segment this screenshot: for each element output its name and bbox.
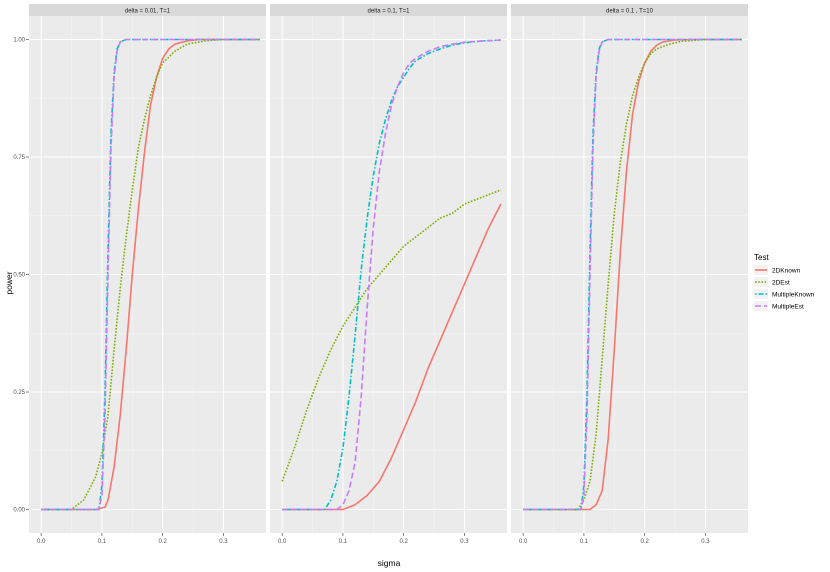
y-tick-label: 0.25: [13, 390, 25, 396]
x-tick-label: 0.0: [37, 539, 46, 545]
x-tick-label: 0.2: [159, 539, 168, 545]
series-line-2dknown: [523, 38, 742, 511]
series-line-multipleknown: [282, 39, 501, 511]
legend-title: Test: [754, 253, 769, 262]
series-line-2dknown: [41, 38, 260, 511]
legend-label: 2DKnown: [772, 267, 801, 274]
y-axis-title: power: [4, 271, 14, 294]
series-line-multipleest: [41, 38, 260, 511]
facet-panel: delta = 0.1, T=1 0.0 0.1 0.2 0.3: [270, 4, 507, 545]
facet-panel: delta = 0.01, T=1 0.0 0.1 0.2 0.3 0.00 0.25 0.5…: [13, 4, 266, 545]
facet-strip-label: delta = 0.1 , T=10: [606, 9, 654, 15]
legend-key: [754, 277, 768, 287]
x-tick-label: 0.2: [641, 539, 650, 545]
x-tick-label: 0.0: [278, 539, 287, 545]
facet-strip: [270, 4, 507, 16]
series-line-2dest: [281, 189, 502, 482]
series-line-multipleest: [523, 38, 742, 511]
x-tick-label: 0.1: [580, 539, 589, 545]
facet-panel: delta = 0.1 , T=10 0.0 0.1 0.2 0.3: [511, 4, 748, 545]
facet-strip: [511, 4, 748, 16]
panels-layer: delta = 0.01, T=1 0.0 0.1 0.2 0.3 0.00 0.25 0.5…: [13, 4, 748, 545]
x-tick-label: 0.1: [339, 539, 348, 545]
y-tick-label: 0.50: [13, 273, 25, 279]
x-tick-label: 0.0: [519, 539, 528, 545]
x-tick-label: 0.1: [98, 539, 107, 545]
y-tick-label: 1.00: [13, 38, 25, 44]
facet-strip-label: delta = 0.01, T=1: [125, 9, 171, 15]
facet-strip-label: delta = 0.1, T=1: [368, 9, 411, 15]
x-tick-label: 0.3: [460, 539, 469, 545]
legend-label: MultipleEst: [772, 303, 804, 310]
legend-label: 2DEst: [772, 279, 790, 286]
series-line-2dknown: [282, 203, 502, 511]
y-tick-label: 0.00: [13, 508, 25, 514]
y-tick-label: 0.75: [13, 155, 25, 161]
facet-strip: [29, 4, 266, 16]
x-tick-label: 0.3: [219, 539, 228, 545]
legend: Test 2DKnown 2DEst MultipleKnown MultipleEs…: [754, 253, 815, 311]
x-tick-label: 0.3: [701, 539, 710, 545]
x-axis-title: sigma: [378, 558, 401, 568]
legend-label: MultipleKnown: [772, 291, 815, 298]
x-tick-label: 0.2: [400, 539, 409, 545]
